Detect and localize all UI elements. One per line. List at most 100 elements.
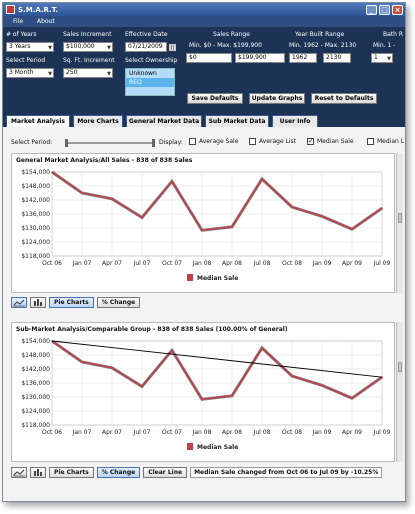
data-point [51,171,53,173]
tab-sub-market-data[interactable]: Sub Market Data [205,115,269,127]
data-point [381,207,383,209]
update-graphs-button[interactable]: Update Graphs [249,93,305,104]
data-point [291,206,293,208]
bath-label: Bath R [383,31,404,38]
save-defaults-button[interactable]: Save Defaults [187,93,243,104]
general-market-panel: General Market Analysis/All Sales - 838 … [11,153,395,293]
checkbox-average-list[interactable]: Average List [249,138,296,145]
scroll-grip[interactable] [398,362,402,372]
data-point [111,367,113,369]
select-period-label: Select Period: [11,139,53,146]
change-status-text: Median Sale changed from Oct 06 to Jul 0… [190,466,383,478]
checkbox-box[interactable] [189,138,196,145]
year-built-max-input[interactable]: 2130 [323,53,351,63]
period-label: Select Period [6,57,46,64]
tab-market-analysis[interactable]: Market Analysis [6,115,70,127]
y-tick-label: $154,000 [21,338,50,345]
slider-start-handle[interactable] [65,139,68,147]
period-select[interactable]: 3 Month ▼ [6,68,54,78]
checkbox-label: Average List [259,138,297,145]
x-tick-label: Jan 09 [312,260,332,267]
tab-bar: Market Analysis More Charts General Mark… [3,113,405,127]
sqft-increment-select[interactable]: 250 ▼ [63,68,113,78]
display-label: Display: [159,139,183,146]
checkbox-box[interactable] [367,138,374,145]
general-market-title: General Market Analysis/All Sales - 838 … [16,157,193,164]
years-select[interactable]: 3 Years ▼ [6,42,54,52]
data-point [261,178,263,180]
menu-file[interactable]: File [13,18,24,25]
data-point [81,361,83,363]
data-point [141,216,143,219]
sales-increment-label: Sales Increment [63,31,112,38]
sales-max-input[interactable]: $199,900 [235,53,285,63]
close-icon[interactable]: × [392,4,403,15]
maximize-icon[interactable]: □ [379,4,390,15]
checkbox-median-sale[interactable]: ✓ Median Sale [307,138,354,145]
menu-about[interactable]: About [37,18,55,25]
pct-change-button[interactable]: % Change [96,296,141,308]
checkbox-average-sale[interactable]: Average Sale [189,138,238,145]
x-tick-label: Jan 07 [72,260,92,267]
scroll-grip[interactable] [398,213,402,223]
checkbox-label: Average Sale [199,138,239,145]
x-tick-label: Apr 09 [342,429,362,436]
pct-change-button[interactable]: % Change [96,466,141,478]
bar-chart-icon[interactable] [30,296,46,308]
checkbox-box[interactable] [249,138,256,145]
data-point [351,397,353,399]
check-icon[interactable]: ✓ [307,137,314,145]
x-tick-label: Oct 06 [42,429,62,436]
tab-user-info[interactable]: User Info [272,115,318,127]
data-point [231,395,233,397]
year-built-min-input[interactable]: 1962 [289,53,317,63]
calendar-icon[interactable] [169,44,176,51]
checkbox-label: Median L [377,138,405,145]
chevron-down-icon: ▼ [48,45,52,51]
bath-min-select[interactable]: 1 ▼ [371,53,393,63]
sales-increment-value: $100,000 [66,43,95,50]
menu-bar: File About [3,16,405,27]
checkbox-median-list[interactable]: Median L [367,138,404,145]
scrollbar[interactable] [396,153,403,293]
sales-range-minmax: Min. $0 - Max. $199,900 [189,42,262,49]
chevron-down-icon: ▼ [107,45,111,51]
scrollbar[interactable] [396,322,403,462]
bath-minmax: Min. 1 - [373,42,396,49]
x-tick-label: Jul 09 [373,429,391,436]
y-tick-label: $124,000 [21,239,50,246]
period-slider[interactable] [65,139,155,147]
legend-swatch [187,274,193,281]
minimize-icon[interactable]: _ [366,4,377,15]
ownership-option-reo[interactable]: REO [126,78,174,87]
data-point [141,385,143,388]
years-value: 3 Years [9,43,31,50]
reset-defaults-button[interactable]: Reset to Defaults [311,93,377,104]
ownership-listbox[interactable]: Unknown REO [125,68,175,96]
x-tick-label: Jan 08 [192,260,212,267]
tab-general-market-data[interactable]: General Market Data [126,115,202,127]
effective-date-label: Effective Date [125,31,168,38]
checkbox-label: Median Sale [317,138,354,145]
tab-more-charts[interactable]: More Charts [73,115,123,127]
year-built-label: Year Built Range [295,31,345,38]
sqft-increment-label: Sq. Ft. Increment [63,57,115,64]
data-point [291,375,293,377]
x-tick-label: Jul 07 [133,429,151,436]
x-tick-label: Oct 07 [162,260,182,267]
clear-line-button[interactable]: Clear Line [143,466,188,478]
effective-date-input[interactable]: 07/21/2009 [125,42,167,52]
slider-end-handle[interactable] [152,139,155,147]
line-chart-icon[interactable] [11,296,27,308]
bar-chart-icon[interactable] [30,466,46,478]
y-tick-label: $136,000 [21,380,50,387]
x-tick-label: Oct 07 [162,429,182,436]
pie-charts-button[interactable]: Pie Charts [49,466,94,478]
line-chart-icon[interactable] [11,466,27,478]
x-tick-label: Jan 07 [72,429,92,436]
ownership-option-unknown[interactable]: Unknown [129,70,157,77]
sales-min-input[interactable]: $0 [186,53,232,63]
sales-increment-select[interactable]: $100,000 ▼ [63,42,113,52]
pie-charts-button[interactable]: Pie Charts [49,296,94,308]
filter-panel: # of Years 3 Years ▼ Select Period 3 Mont… [3,27,405,113]
